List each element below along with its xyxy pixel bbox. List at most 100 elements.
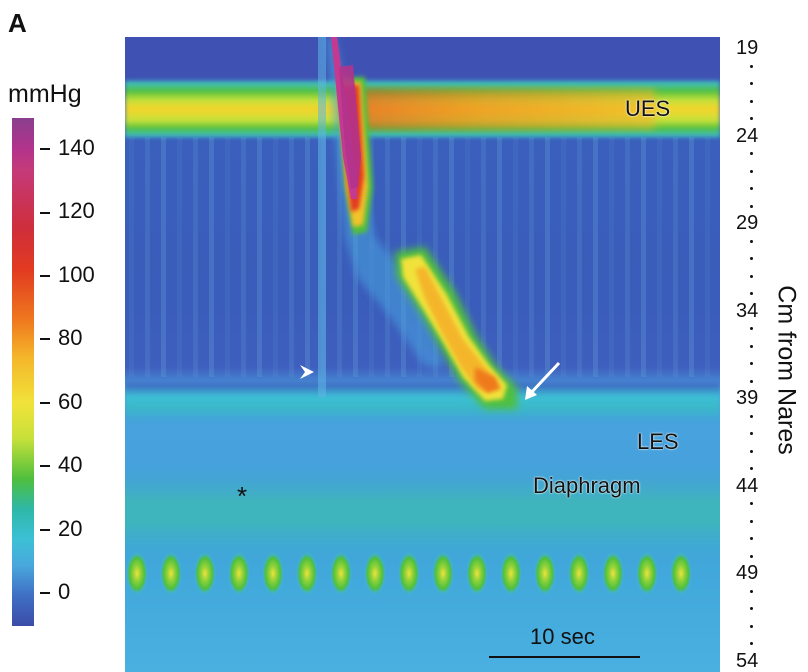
y-minor-tick xyxy=(750,169,753,173)
annotation-arrows xyxy=(300,361,561,400)
colorbar-tick: 20 xyxy=(40,517,82,540)
colorbar-tick-mark xyxy=(40,148,50,151)
background-stripe xyxy=(689,137,694,377)
asterisk-marker: * xyxy=(237,481,248,511)
y-minor-tick xyxy=(750,449,753,453)
y-minor-tick xyxy=(750,607,753,611)
colorbar-tick-mark xyxy=(40,275,50,278)
background-stripe xyxy=(673,137,678,377)
les-band xyxy=(125,383,720,423)
background-stripe xyxy=(129,137,134,377)
y-minor-tick xyxy=(750,99,753,103)
y-minor-tick xyxy=(750,642,753,646)
diaphragm-blob xyxy=(160,551,182,596)
colorbar-tick: 100 xyxy=(40,261,95,287)
panel-letter: A xyxy=(8,8,27,38)
background-stripe xyxy=(577,137,582,377)
colorbar-unit-label: mmHg xyxy=(8,80,82,108)
y-minor-tick xyxy=(750,82,753,86)
arrow-shaft xyxy=(527,361,561,397)
scale-bar-label: 10 sec xyxy=(530,624,595,649)
y-tick-label: 24 xyxy=(736,124,759,147)
colorbar-tick-label: 60 xyxy=(58,388,83,414)
diaphragm-blob xyxy=(534,551,556,596)
y-tick-label: 34 xyxy=(736,299,759,322)
diaphragm-label: Diaphragm xyxy=(533,473,641,498)
background-stripe xyxy=(529,137,534,377)
background-stripe xyxy=(273,137,278,377)
colorbar-tick-mark xyxy=(40,211,50,214)
colorbar-tick: 40 xyxy=(40,454,82,476)
arrowhead-marker xyxy=(300,365,314,379)
colorbar xyxy=(12,118,34,626)
colorbar-tick-mark xyxy=(40,528,50,531)
ues-high-pressure xyxy=(355,89,655,129)
background-stripe xyxy=(241,137,246,377)
y-minor-tick xyxy=(750,414,753,418)
diaphragm-blob xyxy=(364,551,386,596)
les-label: LES xyxy=(637,429,679,454)
background-stripe xyxy=(513,137,518,377)
background-stripe xyxy=(481,137,486,377)
swallow-marker-line xyxy=(318,37,326,397)
background-stripe xyxy=(289,137,294,377)
diaphragm-band xyxy=(125,457,720,567)
diaphragm-blob xyxy=(432,551,454,596)
y-minor-tick xyxy=(750,432,753,436)
colorbar-tick-mark xyxy=(40,465,50,468)
background-stripe xyxy=(625,137,630,377)
background-stripe xyxy=(561,137,566,377)
background-stripe xyxy=(209,137,214,377)
diaphragm-blob xyxy=(330,551,352,596)
background-stripe xyxy=(225,137,230,377)
background-stripe xyxy=(433,137,438,377)
scale-bar xyxy=(489,656,640,658)
y-minor-tick xyxy=(750,117,753,121)
background-stripe xyxy=(177,137,182,377)
y-minor-tick xyxy=(750,537,753,541)
colorbar-tick: 0 xyxy=(40,581,70,603)
background-stripe xyxy=(705,137,710,377)
y-minor-tick xyxy=(750,362,753,366)
colorbar-tick-label: 100 xyxy=(58,261,95,287)
y-minor-tick xyxy=(750,152,753,156)
background-stripe xyxy=(545,137,550,377)
y-minor-tick xyxy=(750,379,753,383)
colorbar-tick-mark xyxy=(40,401,50,404)
diaphragm-contractions xyxy=(126,551,692,596)
diaphragm-blob xyxy=(568,551,590,596)
y-minor-tick xyxy=(750,624,753,628)
ues-label: UES xyxy=(625,96,671,121)
y-tick-label: 49 xyxy=(736,562,759,585)
y-minor-tick xyxy=(750,187,753,191)
colorbar-tick: 140 xyxy=(40,137,95,159)
y-minor-tick xyxy=(750,239,753,243)
diaphragm-blob xyxy=(126,551,148,596)
diaphragm-blob xyxy=(466,551,488,596)
diaphragm-blob xyxy=(636,551,658,596)
background-stripe xyxy=(641,137,646,377)
y-minor-tick xyxy=(750,204,753,208)
colorbar-tick-label: 120 xyxy=(58,198,95,224)
y-tick-label: 29 xyxy=(736,212,759,235)
wave-peak-core xyxy=(339,65,361,189)
y-minor-tick xyxy=(750,467,753,471)
wave-lower-orange xyxy=(415,267,497,392)
diaphragm-blob xyxy=(670,551,692,596)
colorbar-tick: 80 xyxy=(40,327,82,349)
y-axis-title: Cm from Nares xyxy=(772,285,801,455)
y-minor-tick xyxy=(750,554,753,558)
y-minor-tick xyxy=(750,327,753,331)
arrow-head xyxy=(525,386,537,400)
background-stripe xyxy=(465,137,470,377)
diaphragm-blob xyxy=(194,551,216,596)
colorbar-tick-label: 140 xyxy=(58,135,95,160)
y-minor-tick xyxy=(750,344,753,348)
y-minor-tick xyxy=(750,292,753,296)
background-stripe xyxy=(337,137,342,377)
heatmap-plot: UES LES Diaphragm * xyxy=(125,37,720,672)
background-stripe xyxy=(257,137,262,377)
background-stripe xyxy=(145,137,150,377)
background-stripe xyxy=(657,137,662,377)
diaphragm-blob xyxy=(500,551,522,596)
